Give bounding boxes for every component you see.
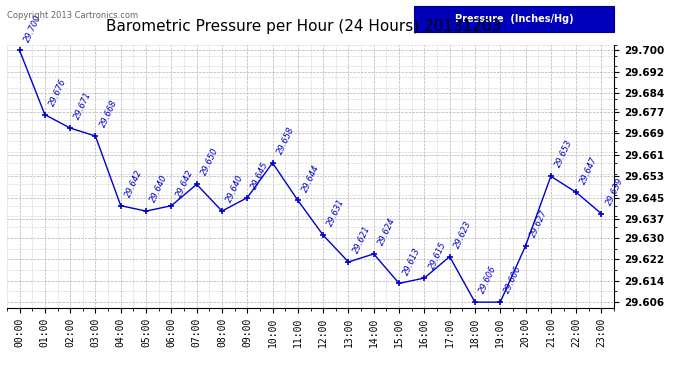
Text: 29.676: 29.676 [48,77,68,108]
Text: 29.668: 29.668 [98,99,119,129]
Text: 29.658: 29.658 [275,125,296,156]
Text: 29.606: 29.606 [477,265,498,295]
Text: 29.613: 29.613 [402,246,422,276]
Text: 29.671: 29.671 [73,90,94,121]
Text: 29.650: 29.650 [199,147,220,177]
Text: 29.606: 29.606 [503,265,524,295]
Text: 29.640: 29.640 [149,174,170,204]
Text: Pressure  (Inches/Hg): Pressure (Inches/Hg) [455,14,573,24]
Text: 29.639: 29.639 [604,176,625,207]
Text: 29.645: 29.645 [250,160,270,191]
Text: 29.644: 29.644 [301,163,322,194]
Text: 29.621: 29.621 [351,225,372,255]
Text: 29.615: 29.615 [427,240,448,271]
Text: 29.631: 29.631 [326,198,346,228]
Text: 29.647: 29.647 [579,155,600,185]
Text: 29.700: 29.700 [22,13,43,44]
Text: 29.627: 29.627 [529,209,549,239]
Text: 29.640: 29.640 [225,174,246,204]
Text: 29.642: 29.642 [124,168,144,199]
Text: 29.642: 29.642 [174,168,195,199]
Text: Copyright 2013 Cartronics.com: Copyright 2013 Cartronics.com [7,11,138,20]
FancyBboxPatch shape [414,6,614,32]
Text: Barometric Pressure per Hour (24 Hours) 20131203: Barometric Pressure per Hour (24 Hours) … [106,19,501,34]
Text: 29.623: 29.623 [453,219,473,250]
Text: 29.653: 29.653 [553,139,574,169]
Text: 29.624: 29.624 [377,216,397,247]
